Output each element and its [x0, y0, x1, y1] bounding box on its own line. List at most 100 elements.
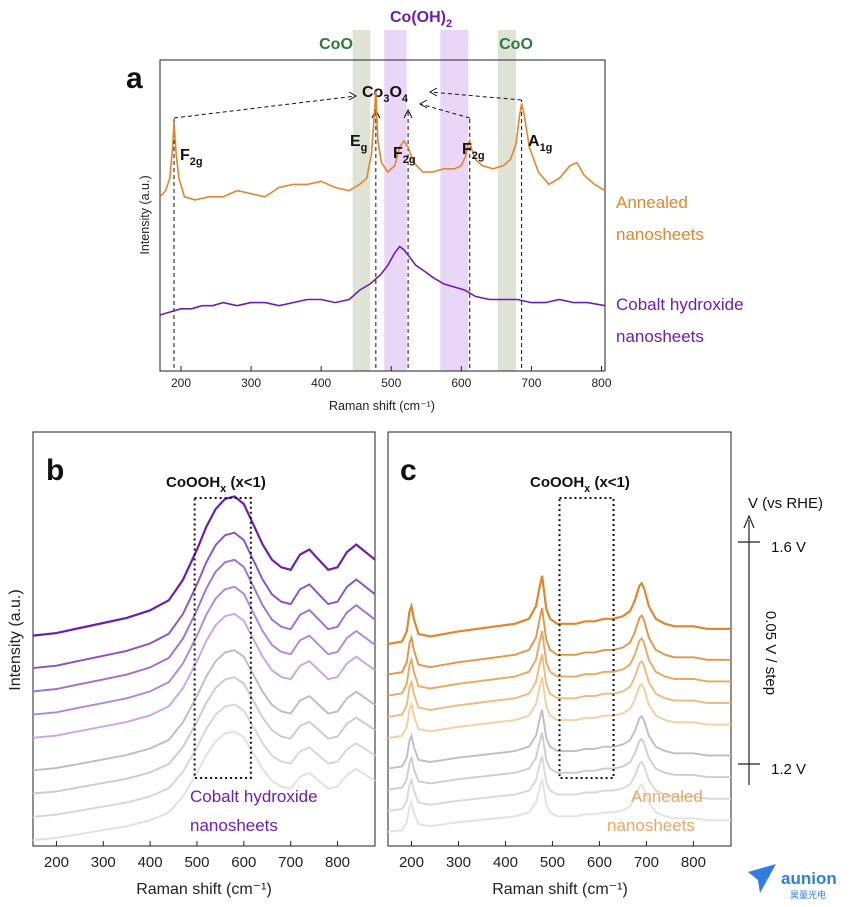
- panel-b-series-7: [32, 531, 376, 670]
- panel-b-sample-line1: Cobalt hydroxide: [190, 787, 318, 806]
- panel-c-series: [387, 575, 731, 834]
- coo-band-0: [352, 30, 371, 371]
- panel-b-xtick-label-400: 400: [138, 854, 163, 871]
- peak-label-f2g-190: F2g: [180, 147, 203, 168]
- coo-band-1: [497, 30, 516, 371]
- panel-b-series-2: [32, 676, 376, 795]
- peak-label-f2g-612: F2g: [462, 141, 485, 162]
- voltage-arrow-icon: [743, 514, 755, 529]
- panel-a-ylabel: Intensity (a.u.): [138, 175, 152, 254]
- logo-icon: [748, 864, 776, 893]
- cooh2-label: Co(OH)2: [390, 9, 452, 30]
- panel-a-xtick-label-400: 400: [311, 376, 331, 390]
- panel-a-xtick-label-700: 700: [521, 376, 541, 390]
- panel-a: CoO CoO Co(OH)2 a Co3O4 F2g Eg F2g F2g A…: [126, 9, 744, 413]
- panel-c-xtick-label-400: 400: [493, 854, 518, 871]
- cooh2-band-0: [384, 30, 407, 371]
- panel-a-series-1: [159, 245, 606, 316]
- panel-a-xtick-label-600: 600: [451, 376, 471, 390]
- panel-c: c CoOOHx (x<1) Annealed nanosheets 200 30…: [387, 431, 823, 898]
- panel-b-series-4: [32, 612, 376, 739]
- panel-b-series-6: [32, 558, 376, 693]
- panel-c-series-1: [387, 755, 731, 812]
- arrow-head-icon-686: [428, 87, 438, 97]
- arrow-head-icon-612: [418, 99, 428, 109]
- panel-b-frame: [32, 431, 376, 847]
- logo-text: aunion: [781, 869, 837, 888]
- panel-a-x-ticks: 200 300 400 500 600 700 800: [171, 366, 612, 390]
- panel-b-series-8: [32, 495, 376, 637]
- panel-b-xlabel: Raman shift (cm⁻¹): [136, 881, 272, 898]
- guide-diag-686: [429, 91, 522, 101]
- panel-a-xtick-label-200: 200: [171, 376, 191, 390]
- panel-c-label: c: [400, 454, 417, 487]
- panel-c-coooh-label: CoOOHx (x<1): [530, 474, 630, 495]
- hydroxide-label-line1: Cobalt hydroxide: [616, 295, 744, 314]
- panel-b-xtick-label-500: 500: [184, 854, 209, 871]
- panel-b-sample-line2: nanosheets: [190, 816, 278, 835]
- panel-b: b CoOOHx (x<1) Cobalt hydroxide nanoshee…: [7, 431, 376, 898]
- panel-c-series-0: [387, 778, 731, 834]
- annealed-label-line1: Annealed: [616, 193, 688, 212]
- panel-a-xtick-label-800: 800: [591, 376, 611, 390]
- panel-b-xtick-label-200: 200: [44, 854, 69, 871]
- panel-b-box: [193, 497, 252, 779]
- panel-b-xtick-label-700: 700: [278, 854, 303, 871]
- co3o4-label: Co3O4: [362, 84, 409, 105]
- panel-a-series: [159, 91, 606, 316]
- guide-diag-612: [419, 103, 470, 119]
- panel-c-xlabel: Raman shift (cm⁻¹): [492, 881, 628, 898]
- voltage-top-label: 1.6 V: [771, 539, 806, 556]
- panel-a-frame: [159, 59, 606, 372]
- logo: aunion 昊量光电: [748, 864, 837, 900]
- panel-c-series-5: [387, 653, 731, 718]
- panel-c-xtick-label-300: 300: [446, 854, 471, 871]
- panel-c-box: [558, 497, 615, 779]
- panel-c-series-4: [387, 677, 731, 740]
- panel-c-xtick-label-200: 200: [399, 854, 424, 871]
- panel-b-xtick-label-300: 300: [91, 854, 116, 871]
- panel-b-xtick-label-800: 800: [325, 854, 350, 871]
- panel-b-series-3: [32, 649, 376, 772]
- panel-a-bands: [352, 30, 516, 371]
- panel-b-xtick-label-600: 600: [231, 854, 256, 871]
- coo-label-left: CoO: [319, 36, 353, 53]
- peak-label-a1g-686: A1g: [528, 133, 552, 154]
- panel-c-highlight-box: [558, 497, 615, 779]
- panel-b-x-ticks: 200 300 400 500 600 700 800: [44, 841, 350, 871]
- voltage-bottom-label: 1.2 V: [771, 761, 806, 778]
- panel-c-series-8: [387, 575, 731, 646]
- panel-b-series-1: [32, 703, 376, 818]
- panel-c-sample-line1: Annealed: [631, 787, 703, 806]
- voltage-axis-title: V (vs RHE): [748, 495, 823, 512]
- panel-a-xtick-label-500: 500: [381, 376, 401, 390]
- panel-c-frame: [387, 431, 732, 847]
- peak-label-f2g-524: F2g: [393, 145, 416, 166]
- panel-a-xlabel: Raman shift (cm⁻¹): [329, 399, 435, 413]
- panel-b-label: b: [46, 454, 64, 487]
- panel-a-label: a: [126, 62, 143, 95]
- panel-a-series-0: [159, 91, 606, 201]
- panel-c-series-6: [387, 630, 731, 697]
- guide-diag-190: [173, 95, 357, 119]
- panel-c-x-ticks: 200 300 400 500 600 700 800: [399, 841, 706, 871]
- panel-c-sample-line2: nanosheets: [607, 816, 695, 835]
- panel-b-series: [32, 495, 376, 841]
- panel-c-xtick-label-600: 600: [587, 854, 612, 871]
- panel-a-xtick-label-300: 300: [241, 376, 261, 390]
- hydroxide-label-line2: nanosheets: [616, 327, 704, 346]
- cooh2-band-1: [440, 30, 469, 371]
- panel-b-series-5: [32, 585, 376, 716]
- panel-c-xtick-label-500: 500: [540, 854, 565, 871]
- arrow-head-icon-524: [403, 108, 413, 119]
- panel-c-series-3: [387, 709, 731, 770]
- panel-c-series-2: [387, 732, 731, 791]
- panel-c-xtick-label-800: 800: [681, 854, 706, 871]
- arrow-head-icon-190: [348, 91, 358, 101]
- peak-label-eg-478: Eg: [350, 133, 367, 154]
- panel-b-coooh-label: CoOOHx (x<1): [166, 474, 266, 495]
- voltage-step-label: 0.05 V / step: [762, 611, 779, 695]
- annealed-label-line2: nanosheets: [616, 225, 704, 244]
- panel-b-series-0: [32, 730, 376, 841]
- coo-label-right: CoO: [499, 36, 533, 53]
